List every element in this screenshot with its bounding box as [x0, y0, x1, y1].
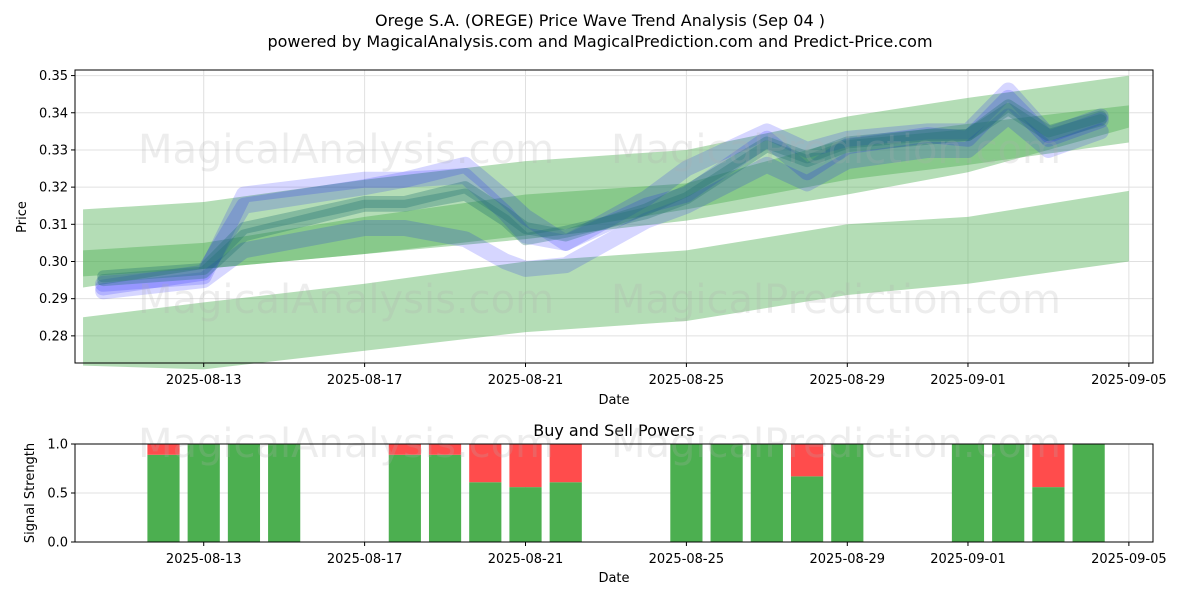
price-axes-frame: [74, 69, 1154, 364]
chart-title: Orege S.A. (OREGE) Price Wave Trend Anal…: [375, 11, 825, 30]
buy-bar: [710, 444, 743, 542]
signal-plot: Buy and Sell Powers MagicalAnalysis.com …: [23, 421, 1167, 586]
trend-band-lower-trend: [83, 190, 1129, 370]
price-x-tick-label: 2025-08-17: [327, 373, 403, 388]
price-x-tick-label: 2025-08-29: [810, 373, 886, 388]
price-wave-wave-c: [95, 82, 1109, 292]
signal-y-tick-label: 0.0: [47, 536, 68, 551]
signal-title: Buy and Sell Powers: [533, 421, 695, 440]
price-wave-wave-a: [95, 108, 1109, 300]
signal-x-tick-label: 2025-08-29: [810, 552, 886, 567]
sell-bar: [428, 444, 462, 455]
price-y-tick-label: 0.28: [39, 329, 68, 344]
price-waves: [95, 82, 1109, 300]
buy-bar: [670, 444, 703, 542]
chart-subtitle: powered by MagicalAnalysis.com and Magic…: [267, 32, 932, 51]
sell-bar: [790, 444, 824, 477]
price-x-tick-label: 2025-09-05: [1091, 373, 1167, 388]
price-y-ticks: 0.28 0.29 0.30 0.31 0.32 0.33 0.34 0.35: [39, 69, 75, 344]
sell-bar: [388, 444, 421, 455]
buy-bar: [992, 444, 1025, 542]
price-wave-wave-b: [95, 89, 1109, 296]
trend-band-mid-trend: [83, 105, 1129, 288]
buy-bar: [1072, 444, 1105, 542]
buy-bar: [549, 482, 582, 542]
buy-bar: [831, 444, 864, 542]
signal-x-tick-label: 2025-08-17: [327, 552, 403, 567]
price-x-tick-label: 2025-08-21: [488, 373, 564, 388]
price-x-tick-label: 2025-08-13: [166, 373, 242, 388]
price-y-tick-label: 0.29: [39, 292, 68, 307]
watermark-analysis-top: MagicalAnalysis.com: [138, 127, 554, 173]
price-y-tick-label: 0.34: [39, 106, 68, 121]
sell-bar: [469, 444, 502, 483]
buy-bar: [750, 444, 783, 542]
price-y-label: Price: [15, 201, 30, 233]
price-plot: MagicalAnalysis.com MagicalPrediction.co…: [15, 69, 1167, 408]
price-wave-wave-e: [97, 99, 1107, 283]
price-y-tick-label: 0.35: [39, 69, 68, 84]
signal-y-tick-label: 0.5: [47, 487, 68, 502]
trend-band-upper-trend: [83, 75, 1129, 277]
price-wave-wave-d: [97, 103, 1107, 287]
signal-x-tick-label: 2025-09-05: [1091, 552, 1167, 567]
trend-bands: [83, 75, 1129, 370]
buy-bar: [1032, 487, 1065, 542]
price-gridlines: [75, 70, 1153, 363]
buy-bar: [268, 444, 301, 542]
price-x-label: Date: [598, 393, 629, 408]
buy-bar: [951, 444, 985, 542]
watermark-prediction-top: MagicalPrediction.com: [611, 127, 1061, 173]
signal-bars: [147, 444, 1105, 542]
buy-bar: [227, 444, 261, 542]
buy-bar: [388, 454, 421, 542]
price-y-tick-label: 0.30: [39, 255, 68, 270]
signal-x-tick-label: 2025-08-25: [649, 552, 725, 567]
signal-y-label: Signal Strength: [23, 443, 38, 543]
signal-y-ticks: 0.0 0.5 1.0: [47, 438, 75, 551]
signal-x-tick-label: 2025-08-13: [166, 552, 242, 567]
sell-bar: [549, 444, 582, 483]
buy-bar: [147, 454, 180, 542]
buy-bar: [187, 444, 220, 542]
watermark-prediction-mid: MagicalPrediction.com: [611, 277, 1061, 323]
signal-x-tick-label: 2025-08-21: [488, 552, 564, 567]
price-y-tick-label: 0.31: [39, 218, 68, 233]
signal-x-ticks: 2025-08-13 2025-08-17 2025-08-21 2025-08-25…: [166, 542, 1167, 567]
price-y-tick-label: 0.33: [39, 143, 68, 158]
price-x-tick-label: 2025-09-01: [930, 373, 1006, 388]
buy-bar: [469, 482, 502, 542]
buy-bar: [509, 487, 542, 542]
signal-x-tick-label: 2025-09-01: [930, 552, 1006, 567]
sell-bar: [509, 444, 542, 488]
buy-bar: [428, 454, 462, 542]
price-y-tick-label: 0.32: [39, 181, 68, 196]
signal-y-tick-label: 1.0: [47, 438, 68, 453]
price-x-ticks: 2025-08-13 2025-08-17 2025-08-21 2025-08-25…: [166, 363, 1167, 388]
signal-x-label: Date: [598, 571, 629, 586]
sell-bar: [147, 444, 180, 455]
watermark-analysis-mid: MagicalAnalysis.com: [138, 277, 554, 323]
buy-bar: [790, 476, 824, 542]
price-x-tick-label: 2025-08-25: [649, 373, 725, 388]
sell-bar: [1032, 444, 1065, 488]
